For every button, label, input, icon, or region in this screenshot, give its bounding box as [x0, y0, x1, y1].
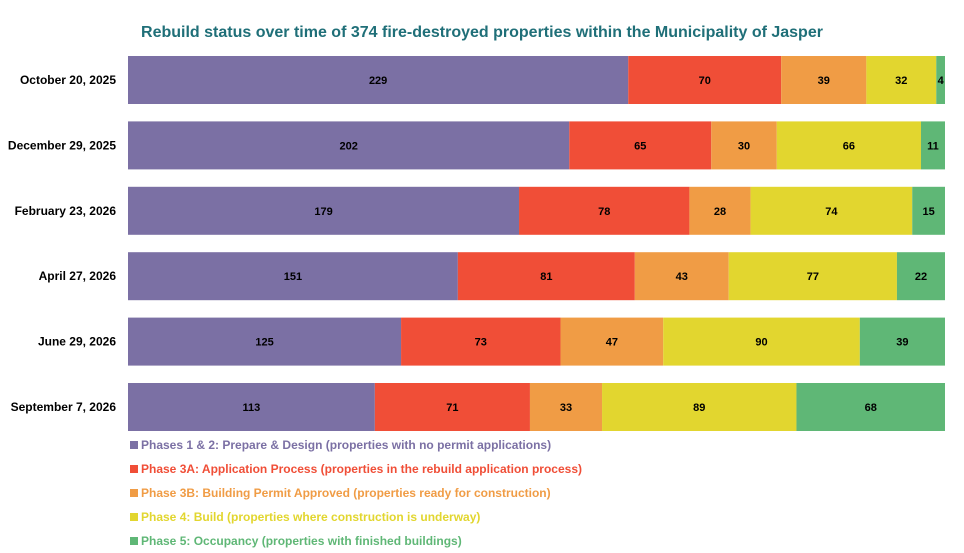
legend-label: Phase 5: Occupancy (properties with fini…: [141, 534, 462, 548]
bar-segment-series-4: [866, 56, 937, 104]
legend-item: Phases 1 & 2: Prepare & Design (properti…: [130, 433, 582, 457]
data-label: 151: [284, 271, 302, 283]
bar-segment-series-1: [128, 383, 375, 431]
bar-segment-series-2: [401, 317, 561, 366]
data-label: 30: [738, 140, 750, 152]
data-label: 33: [560, 402, 572, 414]
bar-segment-series-4: [602, 383, 797, 431]
data-label: 70: [699, 75, 711, 87]
data-label: 66: [843, 140, 855, 152]
data-label: 77: [807, 271, 819, 283]
data-label: 15: [922, 206, 934, 218]
legend-label: Phases 1 & 2: Prepare & Design (properti…: [141, 438, 552, 452]
bar-segment-series-1: [128, 317, 402, 366]
data-label: 43: [676, 271, 688, 283]
legend-item: Phase 3B: Building Permit Approved (prop…: [130, 481, 582, 505]
data-label: 11: [927, 140, 939, 152]
category-label: April 27, 2026: [39, 269, 117, 283]
category-label: June 29, 2026: [38, 335, 116, 349]
legend-label: Phase 3A: Application Process (propertie…: [141, 462, 582, 476]
category-label: October 20, 2025: [20, 73, 116, 87]
bar-segment-series-1: [128, 252, 458, 301]
data-label: 28: [714, 206, 726, 218]
bar-segment-series-4: [776, 121, 921, 170]
bar-segment-series-1: [128, 56, 629, 104]
bar-segment-series-5: [920, 121, 945, 170]
data-label: 179: [314, 206, 332, 218]
category-label: September 7, 2026: [11, 400, 117, 414]
legend-label: Phase 4: Build (properties where constru…: [141, 510, 481, 524]
legend-item: Phase 5: Occupancy (properties with fini…: [130, 529, 582, 553]
bar-segment-series-4: [663, 317, 860, 366]
legend-swatch: [130, 441, 138, 449]
legend-label: Phase 3B: Building Permit Approved (prop…: [141, 486, 551, 500]
data-label: 229: [369, 75, 387, 87]
data-label: 73: [475, 337, 487, 349]
data-label: 47: [606, 337, 618, 349]
category-label: December 29, 2025: [8, 138, 116, 152]
legend-swatch: [130, 537, 138, 545]
bar-segment-series-3: [529, 383, 603, 431]
data-label: 74: [825, 206, 838, 218]
legend-item: Phase 3A: Application Process (propertie…: [130, 457, 582, 481]
data-label: 78: [598, 206, 610, 218]
data-label: 125: [255, 337, 273, 349]
bar-segment-series-3: [781, 56, 867, 104]
bar-segment-series-2: [628, 56, 782, 104]
legend-swatch: [130, 513, 138, 521]
bar-segment-series-5: [912, 186, 945, 235]
bar-segment-series-2: [519, 186, 690, 235]
bar-segment-series-5: [859, 317, 945, 366]
data-label: 22: [915, 271, 927, 283]
legend-item: Phase 4: Build (properties where constru…: [130, 505, 582, 529]
data-label: 65: [634, 140, 646, 152]
bar-segment-series-4: [750, 186, 913, 235]
data-label: 39: [896, 337, 908, 349]
bar-segment-series-2: [569, 121, 712, 170]
bar-segment-series-5: [936, 56, 945, 104]
bar-segment-series-2: [374, 383, 530, 431]
bar-segment-series-3: [634, 252, 729, 301]
bar-segment-series-5: [796, 383, 945, 431]
data-label: 113: [243, 402, 261, 414]
bar-segment-series-1: [128, 121, 570, 170]
bar-segment-series-4: [728, 252, 897, 301]
data-label: 202: [339, 140, 357, 152]
bar-segment-series-3: [560, 317, 664, 366]
data-label: 68: [865, 402, 877, 414]
chart-title: Rebuild status over time of 374 fire-des…: [141, 24, 823, 41]
legend-swatch: [130, 489, 138, 497]
bar-segment-series-5: [896, 252, 945, 301]
bar-segment-series-3: [711, 121, 777, 170]
category-label: February 23, 2026: [15, 204, 117, 218]
legend: Phases 1 & 2: Prepare & Design (properti…: [130, 433, 582, 553]
data-label: 39: [818, 75, 830, 87]
data-label: 4: [938, 75, 945, 87]
data-label: 81: [540, 271, 552, 283]
bar-segment-series-1: [128, 186, 520, 235]
bar-segment-series-2: [457, 252, 635, 301]
data-label: 71: [446, 402, 458, 414]
data-label: 89: [693, 402, 705, 414]
bar-segment-series-3: [689, 186, 751, 235]
data-label: 90: [755, 337, 767, 349]
legend-swatch: [130, 465, 138, 473]
data-label: 32: [895, 75, 907, 87]
